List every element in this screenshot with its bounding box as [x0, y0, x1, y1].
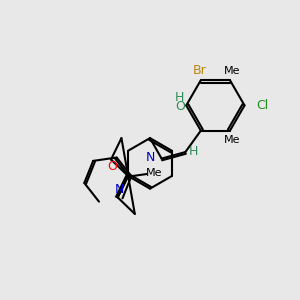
Text: Br: Br	[193, 64, 206, 77]
Text: Me: Me	[146, 168, 162, 178]
Text: O: O	[108, 160, 117, 173]
Text: Me: Me	[224, 135, 241, 145]
Text: Cl: Cl	[256, 99, 268, 112]
Text: H: H	[189, 145, 198, 158]
Text: Me: Me	[224, 66, 241, 76]
Text: H: H	[175, 91, 184, 103]
Text: N: N	[146, 151, 155, 164]
Text: N: N	[115, 183, 124, 196]
Text: O: O	[175, 100, 185, 112]
